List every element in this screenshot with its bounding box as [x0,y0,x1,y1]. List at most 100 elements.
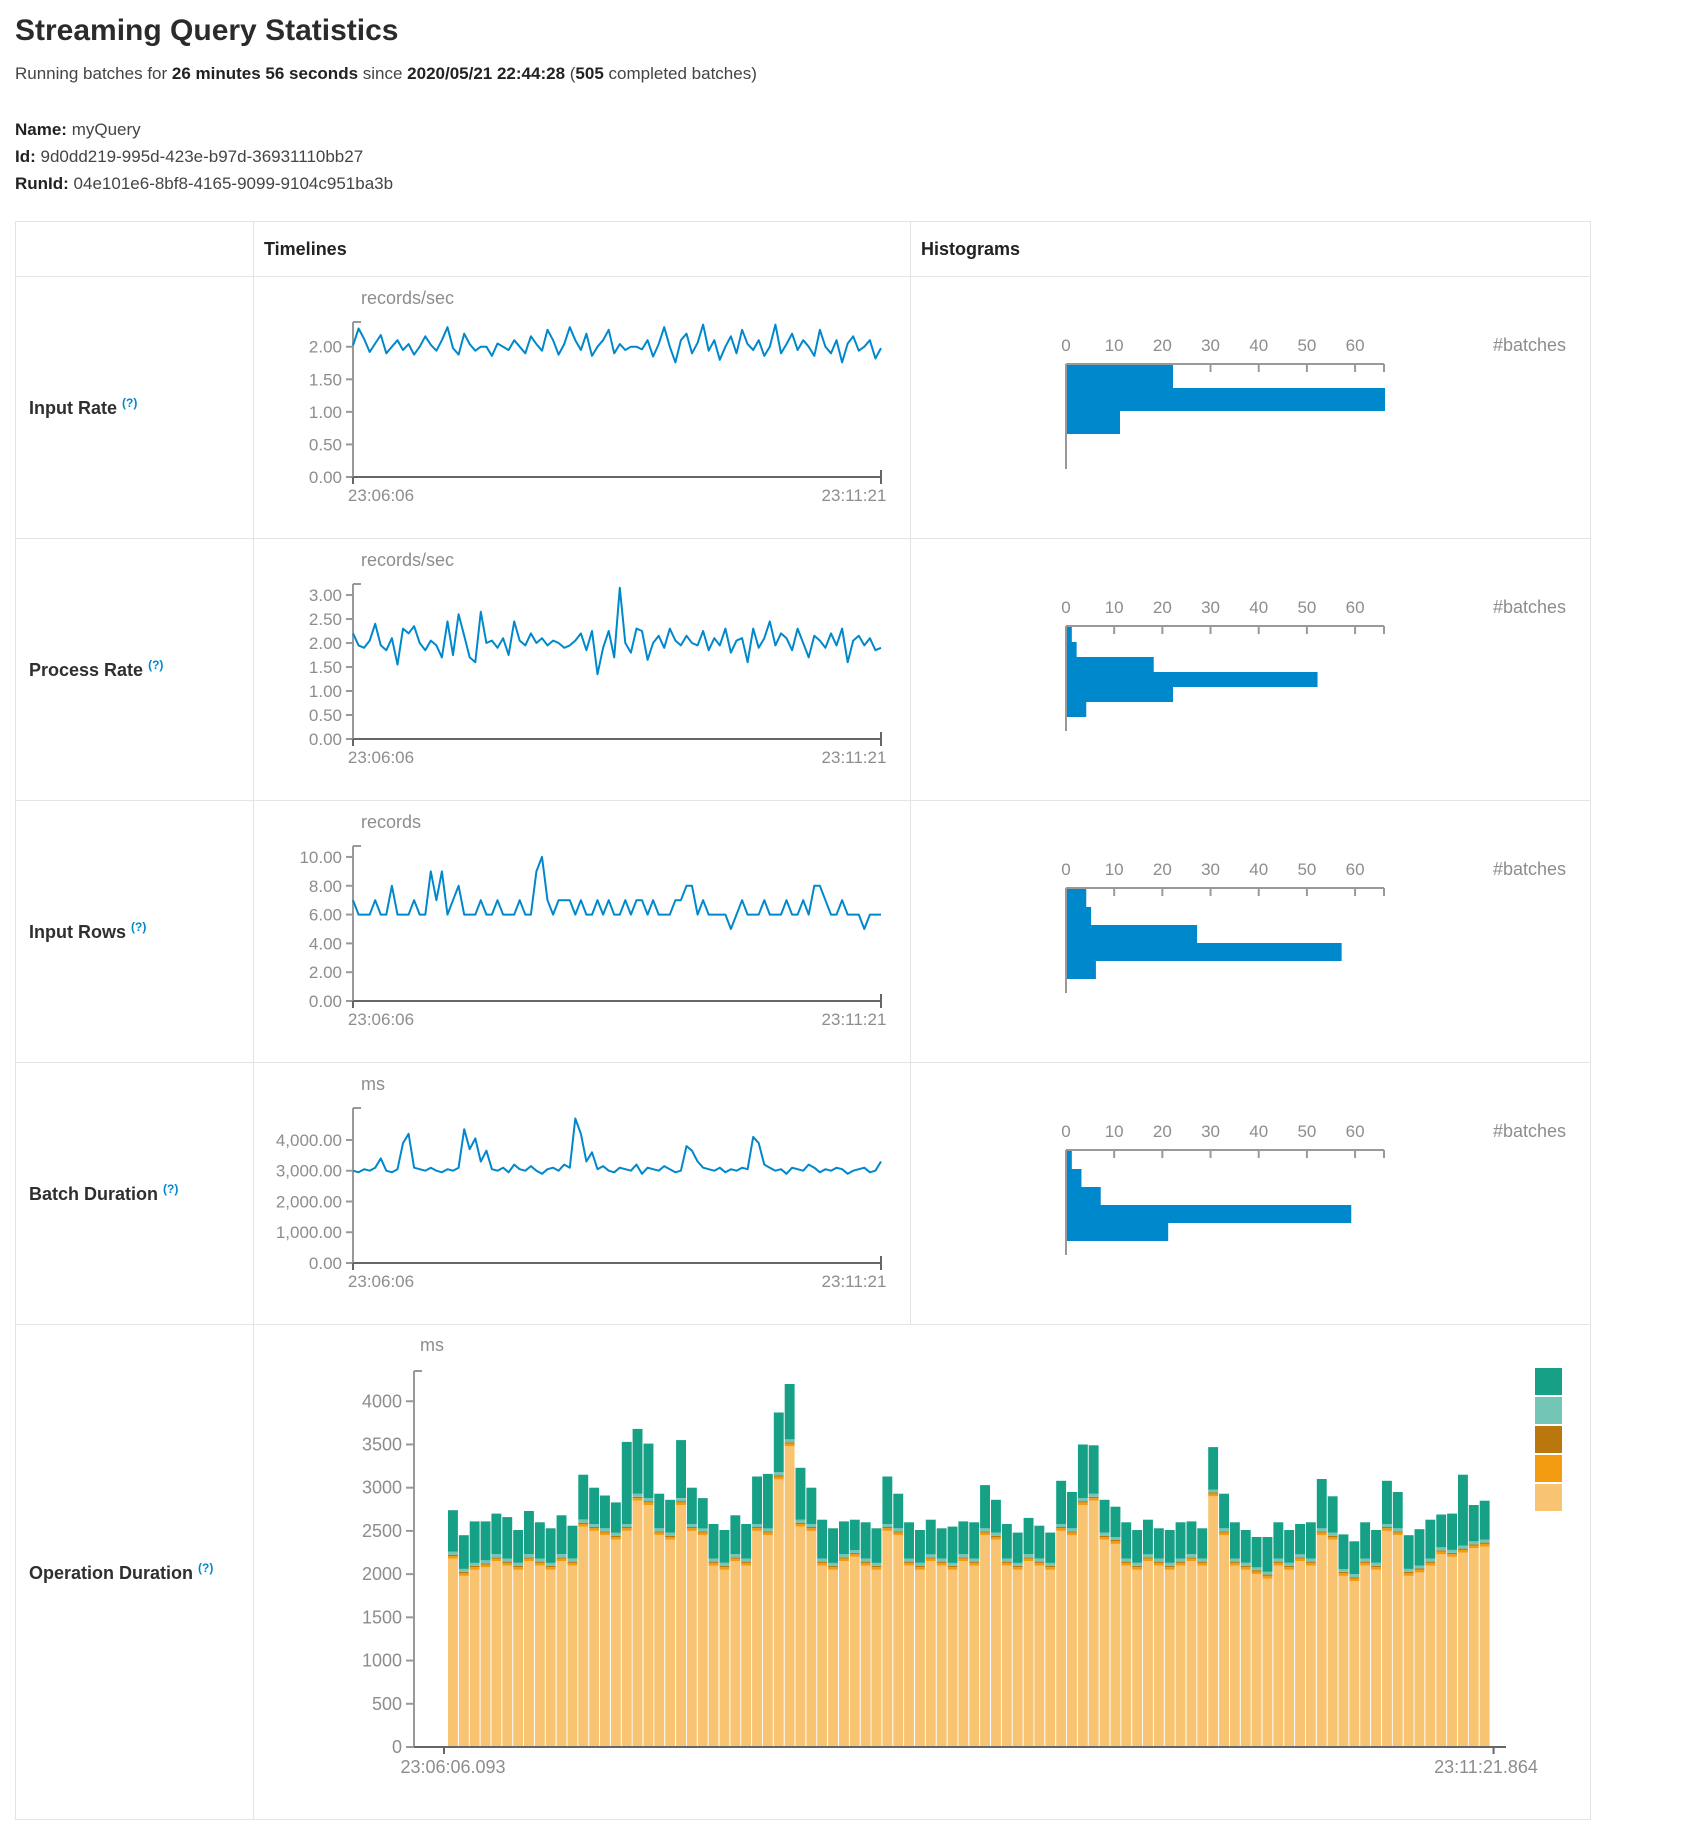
row-label-text: Input Rows [29,922,126,942]
svg-text:60: 60 [1346,598,1365,617]
svg-text:3500: 3500 [362,1434,402,1454]
row-label-operation-duration: Operation Duration (?) [15,1324,254,1820]
svg-text:10: 10 [1105,860,1124,879]
svg-text:0.00: 0.00 [309,730,342,749]
svg-text:1000: 1000 [362,1651,402,1671]
svg-text:4,000.00: 4,000.00 [276,1131,342,1150]
svg-text:30: 30 [1201,336,1220,355]
help-icon[interactable]: (?) [131,920,147,934]
help-icon[interactable]: (?) [163,1182,179,1196]
svg-text:0.50: 0.50 [309,435,342,454]
svg-text:40: 40 [1249,598,1268,617]
svg-text:6.00: 6.00 [309,906,342,925]
status-suffix: completed batches) [603,64,757,83]
svg-text:23:11:21.864: 23:11:21.864 [1434,1757,1538,1777]
page-title: Streaming Query Statistics [15,14,399,47]
svg-text:30: 30 [1201,860,1220,879]
svg-text:0.00: 0.00 [309,992,342,1011]
svg-text:2.00: 2.00 [309,963,342,982]
help-icon[interactable]: (?) [122,396,138,410]
svg-text:#batches: #batches [1493,335,1566,355]
query-runid-label: RunId: [15,174,69,193]
status-start-time: 2020/05/21 22:44:28 [407,64,566,83]
row-label-batch-duration: Batch Duration (?) [15,1062,254,1325]
svg-text:#batches: #batches [1493,859,1566,879]
svg-text:0: 0 [1061,336,1070,355]
batch-duration-histogram-chart: 0 10 20 30 40 50 60 #batches [911,1063,1590,1324]
svg-text:60: 60 [1346,860,1365,879]
empty-header-cell [15,221,254,277]
svg-text:40: 40 [1249,1122,1268,1141]
svg-text:0: 0 [392,1737,402,1757]
svg-text:50: 50 [1297,1122,1316,1141]
table-row: Operation Duration (?) ms 0 500 1000 1500 200… [15,1324,1591,1820]
svg-text:2.00: 2.00 [309,338,342,357]
query-id-label: Id: [15,147,36,166]
svg-text:#batches: #batches [1493,597,1566,617]
status-duration: 26 minutes 56 seconds [171,64,359,83]
svg-text:50: 50 [1297,860,1316,879]
svg-text:10: 10 [1105,1122,1124,1141]
svg-text:1.00: 1.00 [309,403,342,422]
svg-text:3,000.00: 3,000.00 [276,1162,342,1181]
svg-text:20: 20 [1153,336,1172,355]
svg-text:0.00: 0.00 [309,468,342,487]
svg-text:#batches: #batches [1493,1121,1566,1141]
svg-text:1500: 1500 [362,1607,402,1627]
svg-text:1.00: 1.00 [309,682,342,701]
svg-text:ms: ms [420,1335,444,1355]
svg-text:0.50: 0.50 [309,706,342,725]
svg-text:8.00: 8.00 [309,877,342,896]
svg-text:23:11:21: 23:11:21 [822,748,887,767]
input-rows-histogram-chart: 0 10 20 30 40 50 60 #batches [911,801,1590,1062]
help-icon[interactable]: (?) [148,658,164,672]
help-icon[interactable]: (?) [198,1560,214,1575]
input-rows-timeline-chart: records 0.00 2.00 4.00 6.00 8.00 10.00 23:06:06… [254,801,910,1062]
query-id-value: 9d0dd219-995d-423e-b97d-36931110bb27 [35,147,364,166]
svg-text:500: 500 [372,1694,402,1714]
status-since: since [358,64,408,83]
statistics-table: Timelines Histograms Input Rate (?) reco… [15,221,1591,1820]
svg-text:1,000.00: 1,000.00 [276,1223,342,1242]
svg-text:3000: 3000 [362,1478,402,1498]
svg-text:50: 50 [1297,336,1316,355]
svg-text:1.50: 1.50 [309,370,342,389]
svg-text:50: 50 [1297,598,1316,617]
query-info: Name: myQuery Id: 9d0dd219-995d-423e-b97… [15,116,1693,197]
svg-text:20: 20 [1153,1122,1172,1141]
svg-text:2.50: 2.50 [309,610,342,629]
row-label-input-rows: Input Rows (?) [15,800,254,1063]
svg-text:4000: 4000 [362,1391,402,1411]
query-name-line: Name: myQuery [15,116,1693,143]
running-batches-status: Running batches for 26 minutes 56 second… [15,64,1693,84]
query-runid-value: 04e101e6-8bf8-4165-9099-9104c951ba3b [68,174,394,193]
svg-text:60: 60 [1346,336,1365,355]
svg-text:40: 40 [1249,860,1268,879]
svg-text:23:11:21: 23:11:21 [822,486,887,505]
query-name-label: Name: [15,120,67,139]
svg-text:0: 0 [1061,1122,1070,1141]
svg-text:23:06:06: 23:06:06 [348,486,414,505]
svg-text:23:06:06: 23:06:06 [348,748,414,767]
process-rate-timeline-chart: records/sec 0.00 0.50 1.00 1.50 2.00 2.50 3.00 2… [254,539,910,800]
svg-text:10: 10 [1105,336,1124,355]
svg-text:0: 0 [1061,598,1070,617]
table-row: Process Rate (?) records/sec 0.00 0.50 1.00… [15,538,1591,801]
row-label-text: Batch Duration [29,1184,159,1204]
query-runid-line: RunId: 04e101e6-8bf8-4165-9099-9104c951b… [15,170,1693,197]
svg-text:ms: ms [361,1074,385,1094]
status-paren: ( [565,64,576,83]
status-batch-count: 505 [575,64,604,83]
svg-text:2000: 2000 [362,1564,402,1584]
svg-text:23:06:06: 23:06:06 [348,1010,414,1029]
svg-text:records: records [361,812,421,832]
svg-text:1.50: 1.50 [309,658,342,677]
svg-text:40: 40 [1249,336,1268,355]
svg-text:10: 10 [1105,598,1124,617]
table-row: Batch Duration (?) ms 0.00 1,000.00 2,000.0… [15,1062,1591,1325]
query-name-value: myQuery [66,120,141,139]
svg-text:2,000.00: 2,000.00 [276,1192,342,1211]
svg-text:60: 60 [1346,1122,1365,1141]
timelines-column-header: Timelines [253,221,911,277]
table-row: Input Rows (?) records 0.00 2.00 4.00 6.00 8.… [15,800,1591,1063]
